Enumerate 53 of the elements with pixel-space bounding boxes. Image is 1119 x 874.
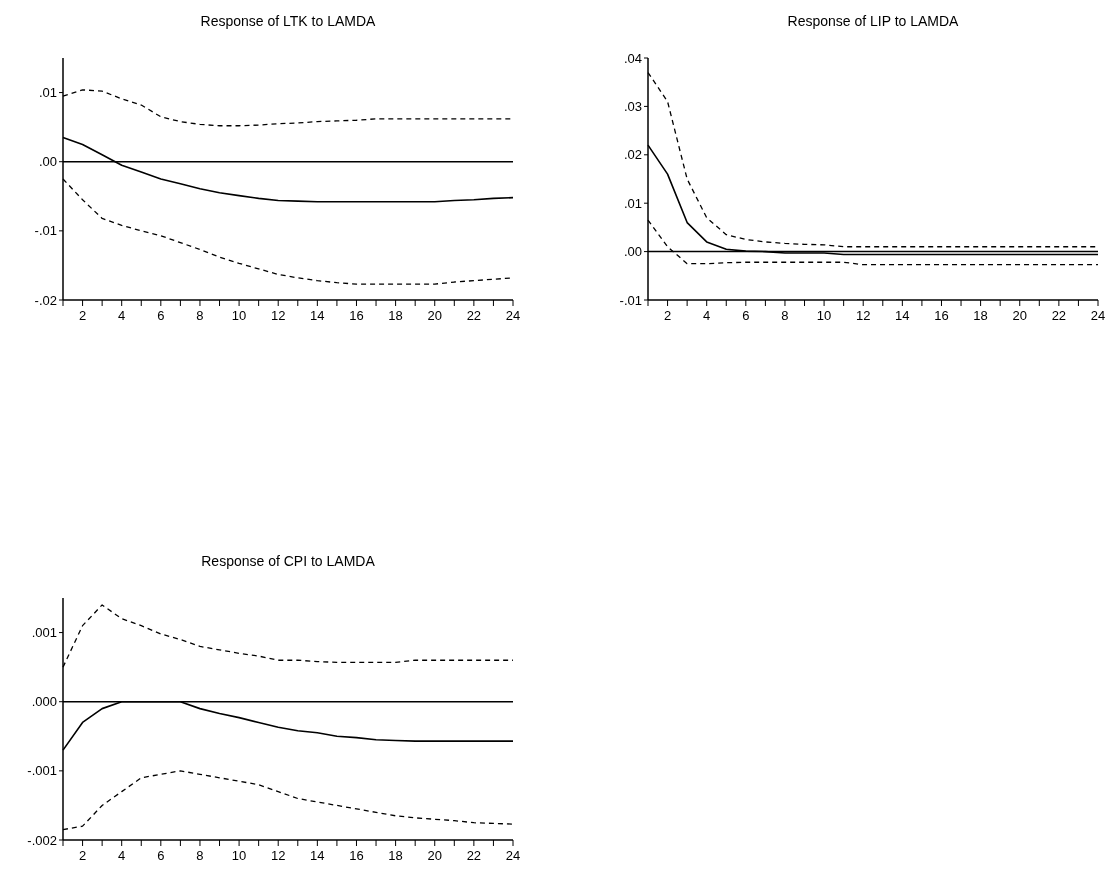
x-tick-label: 6 xyxy=(742,308,750,323)
x-tick-label: 20 xyxy=(427,308,442,323)
x-tick-label: 2 xyxy=(78,308,87,323)
chart-title: Response of LTK to LAMDA xyxy=(200,13,377,29)
y-tick-label: .00 xyxy=(623,244,642,260)
x-tick-label: 18 xyxy=(973,308,988,323)
x-tick-label: 8 xyxy=(781,308,789,323)
x-tick-label: 8 xyxy=(196,848,204,863)
x-tick-label: 12 xyxy=(270,308,286,323)
x-tick-label: 10 xyxy=(816,308,832,323)
x-tick-label: 2 xyxy=(663,308,672,323)
x-tick-label: 14 xyxy=(310,848,325,863)
x-tick-label: 22 xyxy=(466,848,482,863)
x-tick-label: 10 xyxy=(231,848,247,863)
x-tick-label: 16 xyxy=(934,308,949,323)
x-tick-label: 22 xyxy=(1051,308,1067,323)
x-tick-label: 20 xyxy=(427,848,442,863)
x-tick-label: 12 xyxy=(270,848,286,863)
x-tick-label: 8 xyxy=(196,308,204,323)
x-tick-label: 14 xyxy=(895,308,910,323)
x-tick-label: 4 xyxy=(118,308,126,323)
y-tick-label: .001 xyxy=(31,625,57,641)
y-tick-label: .02 xyxy=(623,147,642,163)
x-tick-label: 24 xyxy=(505,308,521,323)
x-tick-label: 22 xyxy=(466,308,482,323)
x-tick-label: 16 xyxy=(349,848,364,863)
y-tick-label: .01 xyxy=(38,85,57,101)
y-tick-label: .00 xyxy=(38,154,57,170)
x-tick-label: 14 xyxy=(310,308,325,323)
y-tick-label: .03 xyxy=(623,98,642,114)
chart-title: Response of CPI to LAMDA xyxy=(201,553,376,569)
x-tick-label: 6 xyxy=(157,848,165,863)
chart-title: Response of LIP to LAMDA xyxy=(787,13,960,29)
y-tick-label: -.01 xyxy=(34,223,57,239)
x-tick-label: 18 xyxy=(388,848,403,863)
x-tick-label: 20 xyxy=(1012,308,1027,323)
y-tick-label: .04 xyxy=(623,50,642,66)
x-tick-label: 4 xyxy=(703,308,711,323)
y-tick-label: .000 xyxy=(31,694,57,710)
x-tick-label: 2 xyxy=(78,848,87,863)
y-tick-label: -.002 xyxy=(27,832,57,848)
x-tick-label: 24 xyxy=(505,848,521,863)
y-tick-label: -.02 xyxy=(34,292,57,308)
y-tick-label: -.01 xyxy=(619,292,642,308)
y-tick-label: .01 xyxy=(623,195,642,211)
y-tick-label: -.001 xyxy=(27,763,57,779)
x-tick-label: 18 xyxy=(388,308,403,323)
x-tick-label: 10 xyxy=(231,308,247,323)
x-tick-label: 16 xyxy=(349,308,364,323)
x-tick-label: 12 xyxy=(855,308,871,323)
x-tick-label: 24 xyxy=(1090,308,1106,323)
x-tick-label: 6 xyxy=(157,308,165,323)
x-tick-label: 4 xyxy=(118,848,126,863)
